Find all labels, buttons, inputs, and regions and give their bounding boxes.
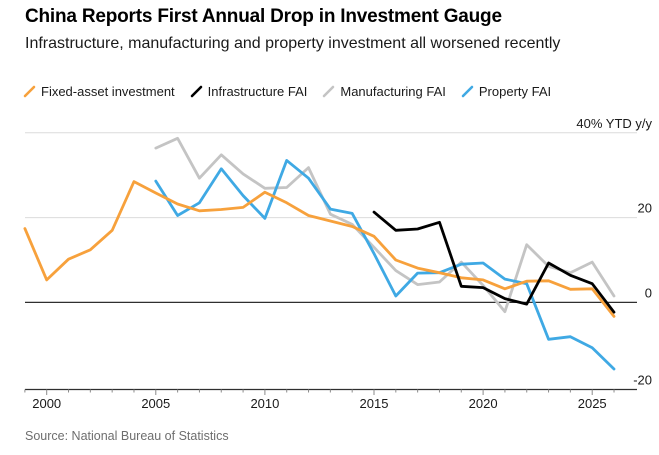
- line-swatch-icon: [323, 85, 335, 98]
- y-axis-label--20: -20: [633, 373, 652, 388]
- source-attribution: Source: National Bureau of Statistics: [25, 429, 229, 443]
- legend-item-property-fai: Property FAI: [461, 84, 551, 99]
- y-axis-label-0: 0: [645, 285, 652, 300]
- x-tick-label-2005: 2005: [141, 396, 170, 411]
- legend-label: Infrastructure FAI: [207, 84, 308, 99]
- legend-item-manufacturing-fai: Manufacturing FAI: [322, 84, 446, 99]
- line-swatch-icon: [23, 85, 36, 98]
- series-fixed-asset-investment: [23, 180, 616, 318]
- x-tick-label-2025: 2025: [578, 396, 607, 411]
- x-tick-label-2010: 2010: [250, 396, 279, 411]
- x-tick-label-2020: 2020: [469, 396, 498, 411]
- y-axis-label-40: 40% YTD y/y: [576, 116, 652, 131]
- chart-subtitle: Infrastructure, manufacturing and proper…: [25, 35, 561, 52]
- series-manufacturing-fai: [154, 136, 616, 314]
- legend-label: Property FAI: [478, 84, 552, 99]
- page-title: China Reports First Annual Drop in Inves…: [25, 6, 502, 27]
- legend-label: Manufacturing FAI: [340, 84, 446, 99]
- series-infrastructure-fai: [372, 210, 616, 314]
- y-axis-label-20: 20: [638, 201, 652, 216]
- x-tick-label-2000: 2000: [32, 396, 61, 411]
- series-property-fai: [154, 158, 616, 371]
- legend-label: Fixed-asset investment: [41, 84, 175, 99]
- legend-item-infrastructure-fai: Infrastructure FAI: [190, 84, 308, 99]
- legend-item-fixed-asset-investment: Fixed-asset investment: [23, 84, 175, 99]
- x-tick-label-2015: 2015: [360, 396, 389, 411]
- line-swatch-icon: [190, 85, 202, 98]
- line-swatch-icon: [461, 85, 474, 98]
- chart-legend: Fixed-asset investment Infrastructure FA…: [23, 84, 551, 99]
